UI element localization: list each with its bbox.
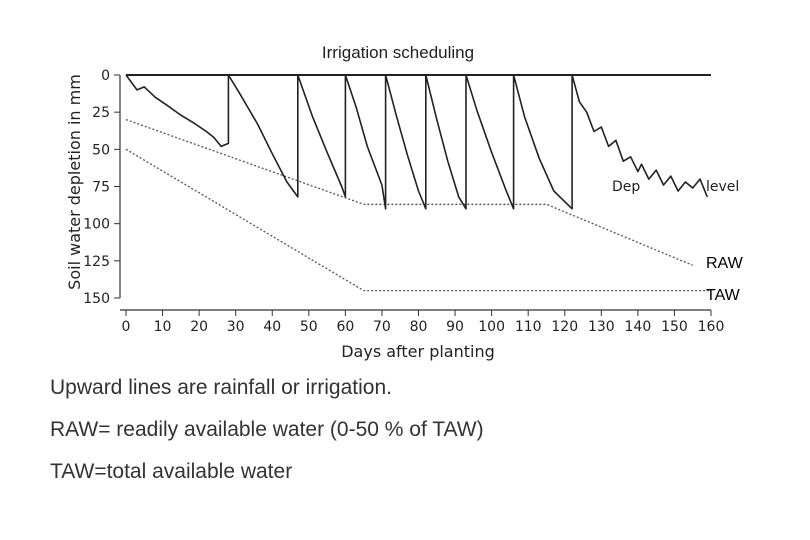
y-axis-title: Soil water depletion in mm xyxy=(65,74,84,290)
note-upward-lines: Upward lines are rainfall or irrigation. xyxy=(50,376,392,399)
x-tick-label: 120 xyxy=(551,319,578,335)
x-tick-label: 160 xyxy=(698,319,725,335)
y-tick-label: 25 xyxy=(92,105,110,121)
series-layer xyxy=(125,74,711,292)
y-axis-ticks: 0 25 50 75 100 125 150 xyxy=(83,68,120,307)
taw-label: TAW xyxy=(706,287,741,304)
x-tick-label: 60 xyxy=(336,319,354,335)
x-tick-label: 150 xyxy=(661,319,688,335)
taw-line xyxy=(125,148,711,292)
chart-title: Irrigation scheduling xyxy=(322,43,474,62)
y-tick-label: 125 xyxy=(83,254,110,270)
annotation-level: level xyxy=(706,179,739,195)
x-tick-label: 20 xyxy=(190,319,208,335)
x-tick-label: 80 xyxy=(410,319,428,335)
x-tick-label: 140 xyxy=(625,319,652,335)
x-tick-label: 10 xyxy=(154,319,172,335)
x-tick-label: 130 xyxy=(588,319,615,335)
x-axis-ticks: 0 10 20 30 40 50 60 70 80 90 100 110 120 130 140 150 160 xyxy=(122,310,725,335)
x-tick-label: 70 xyxy=(373,319,391,335)
x-tick-label: 100 xyxy=(478,319,505,335)
x-tick-label: 90 xyxy=(446,319,464,335)
y-tick-label: 75 xyxy=(92,180,110,196)
x-tick-label: 40 xyxy=(263,319,281,335)
x-tick-label: 110 xyxy=(515,319,542,335)
notes-block: Upward lines are rainfall or irrigation.… xyxy=(50,376,484,502)
depletion-line xyxy=(125,74,709,210)
x-axis-title: Days after planting xyxy=(341,342,495,361)
x-tick-label: 30 xyxy=(227,319,245,335)
x-tick-label: 0 xyxy=(122,319,131,335)
x-tick-label: 50 xyxy=(300,319,318,335)
y-tick-label: 100 xyxy=(83,217,110,233)
raw-label: RAW xyxy=(706,255,744,272)
y-tick-label: 150 xyxy=(83,291,110,307)
y-tick-label: 0 xyxy=(101,68,110,84)
raw-line xyxy=(125,118,693,266)
y-tick-label: 50 xyxy=(92,142,110,158)
note-taw-definition: TAW=total available water xyxy=(50,460,293,483)
annotation-dep: Dep xyxy=(612,179,640,195)
note-raw-definition: RAW= readily available water (0-50 % of … xyxy=(50,418,484,441)
